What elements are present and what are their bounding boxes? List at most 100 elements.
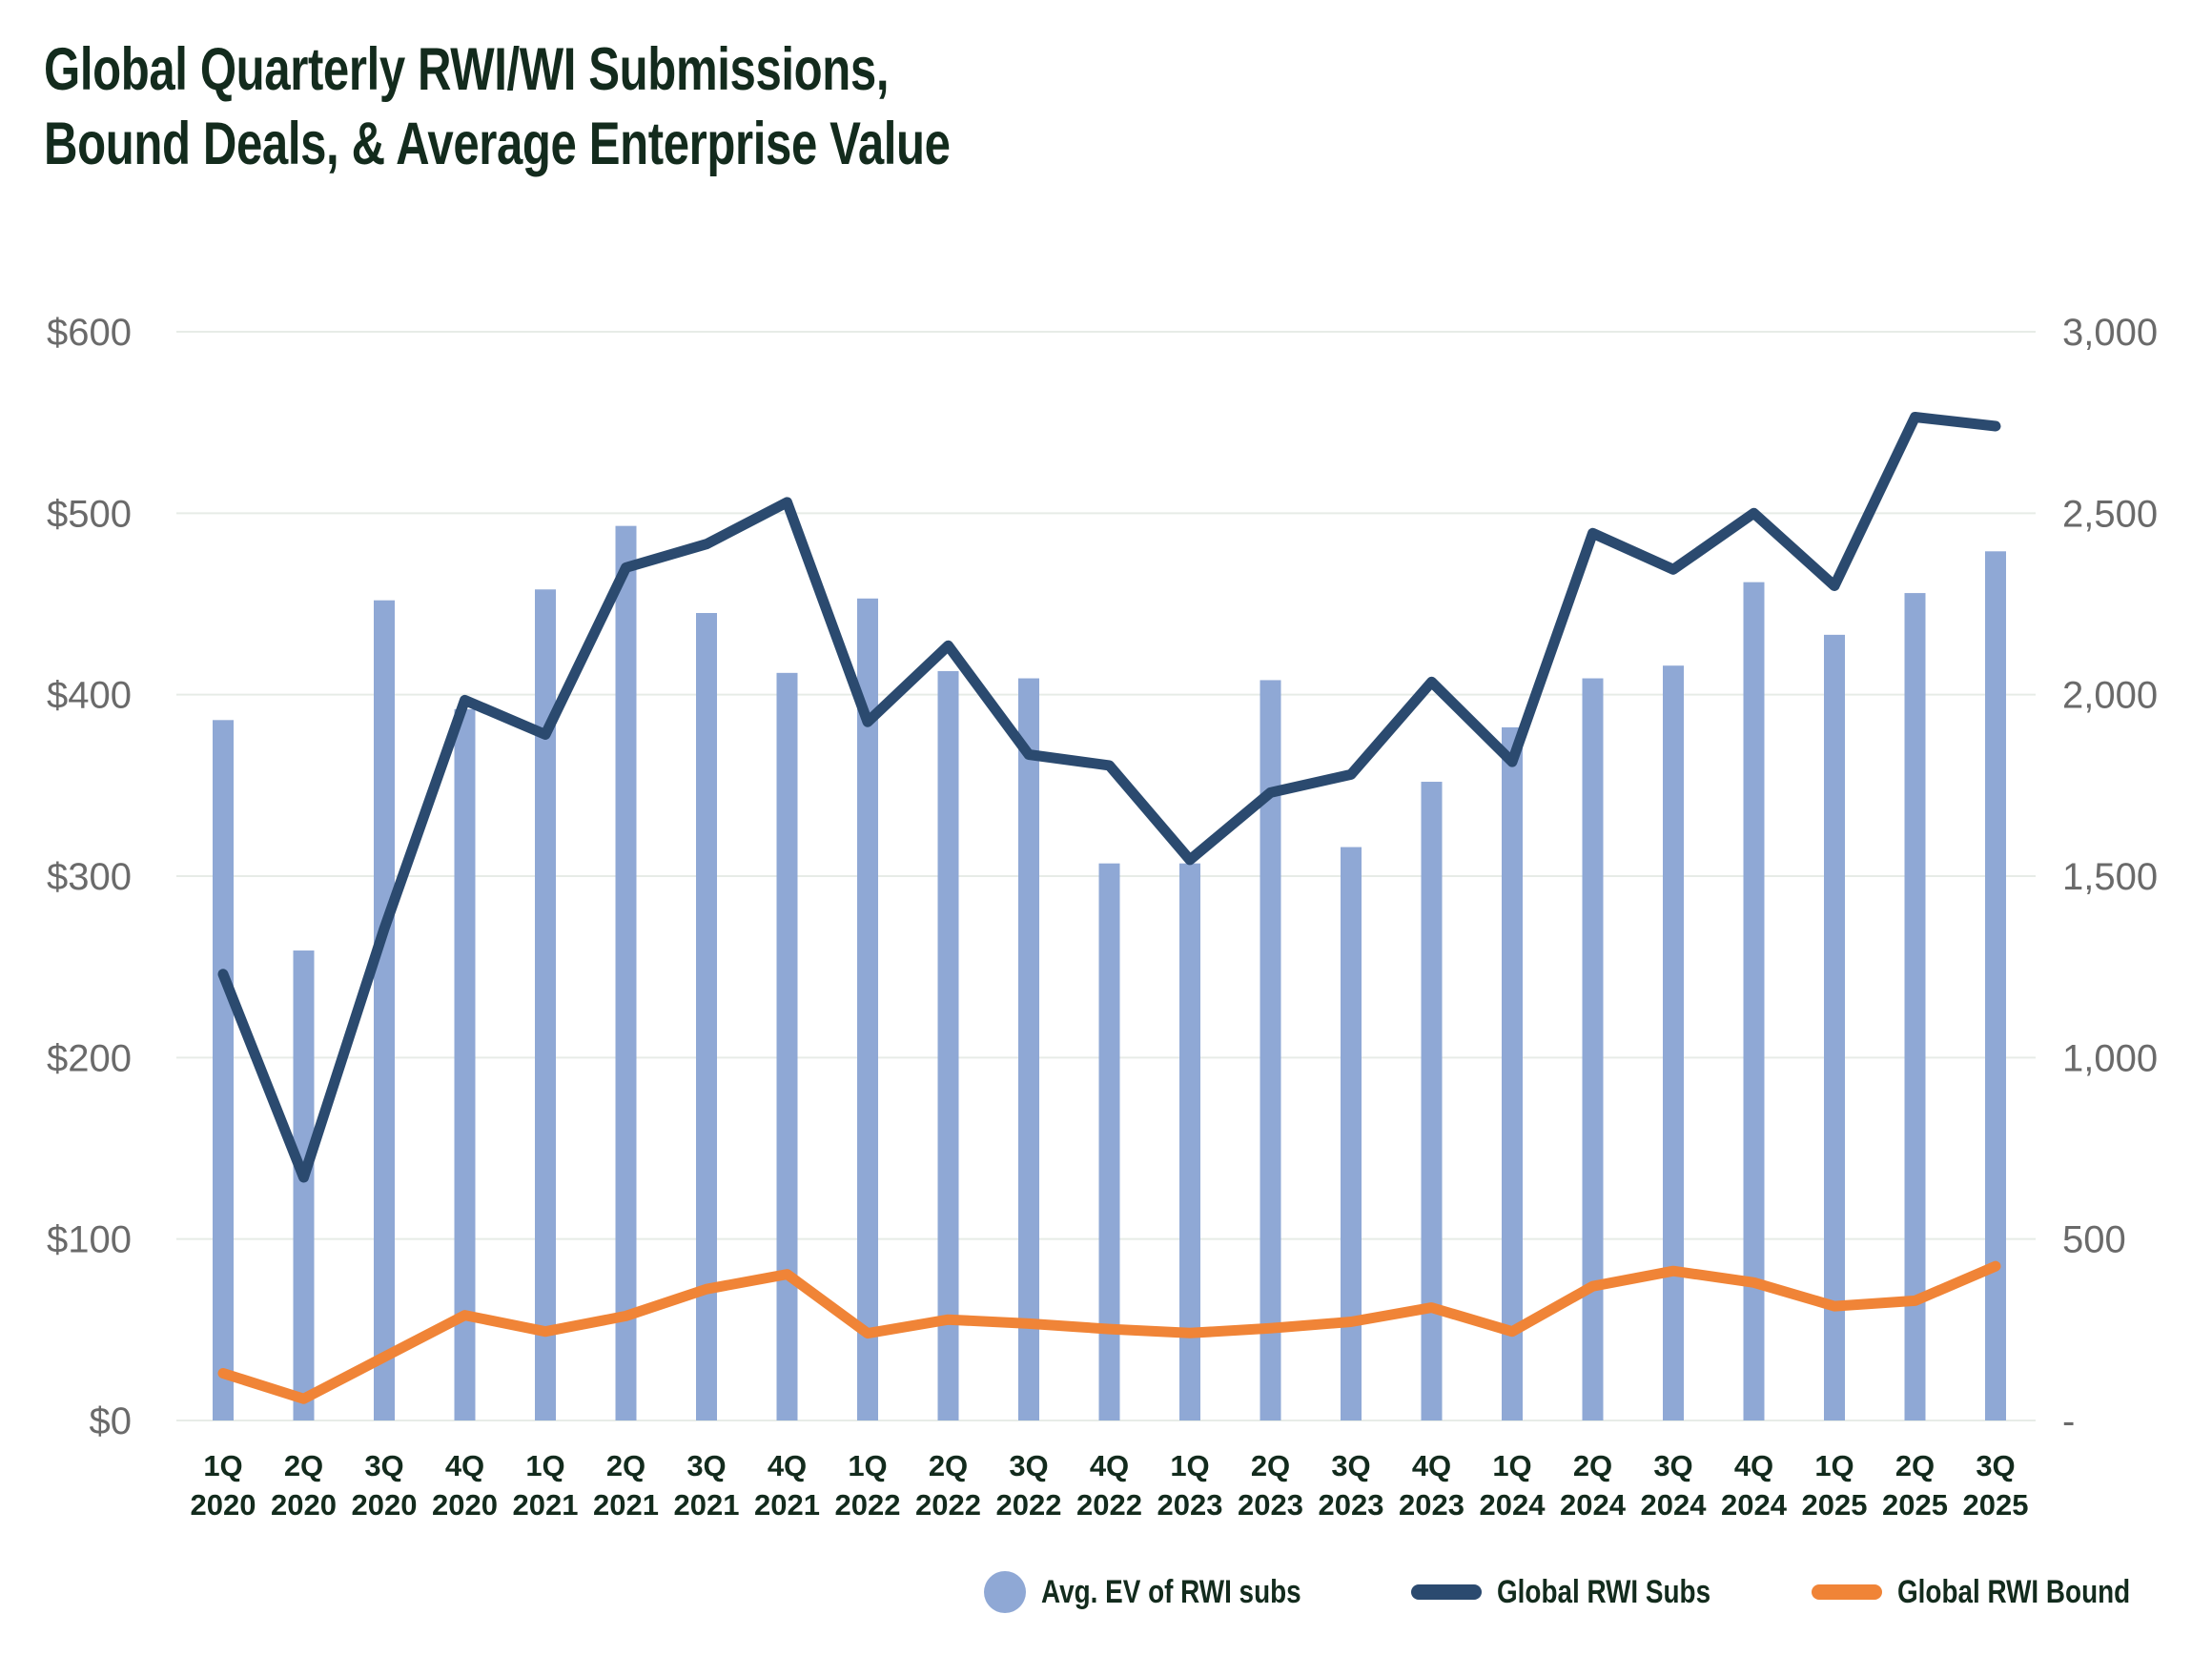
right-axis-tick-label: 500: [2062, 1219, 2126, 1261]
bar: [857, 598, 878, 1420]
x-axis-label-year: 2020: [352, 1488, 418, 1522]
x-axis-label-quarter: 3Q: [364, 1449, 403, 1482]
bar-series-swatch-icon: [984, 1571, 1026, 1613]
right-axis-tick-label: 1,000: [2062, 1037, 2158, 1079]
x-axis-label-quarter: 4Q: [768, 1449, 807, 1482]
chart-title: Global Quarterly RWI/WI Submissions, Bou…: [44, 32, 1206, 181]
x-axis-label-year: 2021: [513, 1488, 579, 1522]
left-axis-tick-label: $600: [47, 312, 132, 354]
x-axis-label-year: 2022: [835, 1488, 901, 1522]
chart-title-line-2: Bound Deals, & Average Enterprise Value: [44, 111, 951, 177]
x-axis-label-quarter: 2Q: [1251, 1449, 1290, 1482]
left-axis-tick-label: $400: [47, 675, 132, 717]
x-axis-label-quarter: 3Q: [1653, 1449, 1692, 1482]
bar: [454, 708, 476, 1420]
x-axis-label-year: 2024: [1560, 1488, 1627, 1522]
bar: [696, 613, 717, 1420]
left-axis-tick-label: $500: [47, 493, 132, 535]
bar: [937, 670, 959, 1420]
x-axis-label-quarter: 1Q: [1814, 1449, 1854, 1482]
legend-item-avg-ev: Avg. EV of RWI subs: [984, 1571, 1358, 1613]
x-axis-label-year: 2022: [915, 1488, 981, 1522]
bar: [374, 600, 395, 1420]
bar: [1904, 593, 1926, 1420]
x-axis-label-year: 2023: [1399, 1488, 1464, 1522]
x-axis-label-quarter: 4Q: [1734, 1449, 1773, 1482]
bar: [535, 589, 556, 1420]
chart-legend: Avg. EV of RWI subs Global RWI Subs Glob…: [984, 1571, 2181, 1613]
x-axis-label-quarter: 2Q: [929, 1449, 968, 1482]
x-axis-label-year: 2023: [1319, 1488, 1384, 1522]
bar: [776, 672, 798, 1420]
x-axis-label-year: 2024: [1641, 1488, 1708, 1522]
bar: [1179, 863, 1200, 1420]
legend-label-rwi-subs: Global RWI Subs: [1497, 1573, 1711, 1610]
x-axis-label-quarter: 1Q: [203, 1449, 242, 1482]
bar: [1824, 634, 1845, 1420]
orange-line-swatch-icon: [1811, 1584, 1882, 1600]
left-axis-tick-label: $300: [47, 856, 132, 898]
x-axis-label-quarter: 1Q: [1492, 1449, 1531, 1482]
right-axis-tick-label: 1,500: [2062, 856, 2158, 898]
x-axis-label-year: 2023: [1157, 1488, 1223, 1522]
navy-line-swatch-icon: [1411, 1584, 1483, 1600]
legend-item-rwi-subs: Global RWI Subs: [1411, 1574, 1757, 1611]
x-axis-label-quarter: 4Q: [1090, 1449, 1129, 1482]
x-axis-label-quarter: 1Q: [1170, 1449, 1209, 1482]
right-axis-tick-label: 3,000: [2062, 312, 2158, 354]
legend-label-avg-ev: Avg. EV of RWI subs: [1041, 1573, 1301, 1610]
legend-label-rwi-bound: Global RWI Bound: [1896, 1573, 2130, 1610]
x-axis-label-year: 2020: [432, 1488, 498, 1522]
chart-title-line-1: Global Quarterly RWI/WI Submissions,: [44, 36, 890, 103]
x-axis-label-year: 2024: [1480, 1488, 1546, 1522]
x-axis-label-quarter: 4Q: [445, 1449, 484, 1482]
x-axis-label-year: 2025: [1802, 1488, 1868, 1522]
x-axis-label-quarter: 2Q: [284, 1449, 323, 1482]
bar: [293, 950, 315, 1420]
x-axis-label-year: 2022: [1076, 1488, 1142, 1522]
right-axis-tick-label: 2,000: [2062, 675, 2158, 717]
global-rwi-bound-line: [217, 1260, 2001, 1404]
bar: [213, 720, 234, 1420]
x-axis-label-quarter: 3Q: [1976, 1449, 2015, 1482]
left-axis-tick-label: $0: [90, 1400, 133, 1442]
x-axis-label-quarter: 2Q: [1895, 1449, 1935, 1482]
bar: [1018, 678, 1039, 1420]
bar: [1260, 680, 1281, 1420]
x-axis-label-year: 2024: [1721, 1488, 1788, 1522]
x-axis-label-quarter: 2Q: [1573, 1449, 1612, 1482]
x-axis-label-year: 2022: [996, 1488, 1062, 1522]
x-axis-label-quarter: 3Q: [686, 1449, 726, 1482]
bar: [1421, 782, 1443, 1420]
bar: [1341, 847, 1362, 1420]
x-axis-label-quarter: 4Q: [1412, 1449, 1451, 1482]
x-axis-label-quarter: 3Q: [1009, 1449, 1048, 1482]
bar: [1098, 863, 1120, 1420]
x-axis-label-year: 2020: [271, 1488, 337, 1522]
bar: [1743, 582, 1765, 1420]
x-axis-label-quarter: 1Q: [525, 1449, 564, 1482]
left-axis-tick-label: $100: [47, 1219, 132, 1261]
x-axis-label-year: 2021: [593, 1488, 659, 1522]
x-axis-label-year: 2023: [1238, 1488, 1303, 1522]
x-axis-label-year: 2021: [674, 1488, 740, 1522]
x-axis-label-year: 2025: [1882, 1488, 1948, 1522]
bar: [1985, 551, 2006, 1420]
bar: [615, 525, 637, 1420]
x-axis-label-quarter: 3Q: [1331, 1449, 1370, 1482]
bar: [1502, 726, 1523, 1420]
x-axis-label-year: 2021: [754, 1488, 820, 1522]
right-axis-tick-label: 2,500: [2062, 493, 2158, 535]
global-rwi-subs-line: [217, 412, 2001, 1183]
bar: [1663, 665, 1684, 1420]
x-axis-label-quarter: 2Q: [606, 1449, 645, 1482]
x-axis-label-year: 2020: [191, 1488, 256, 1522]
x-axis-label-year: 2025: [1963, 1488, 2029, 1522]
x-axis-label-quarter: 1Q: [848, 1449, 887, 1482]
bar: [1582, 678, 1604, 1420]
legend-item-rwi-bound: Global RWI Bound: [1811, 1573, 2181, 1611]
left-axis-tick-label: $200: [47, 1037, 132, 1079]
right-axis-tick-label: -: [2062, 1400, 2075, 1442]
